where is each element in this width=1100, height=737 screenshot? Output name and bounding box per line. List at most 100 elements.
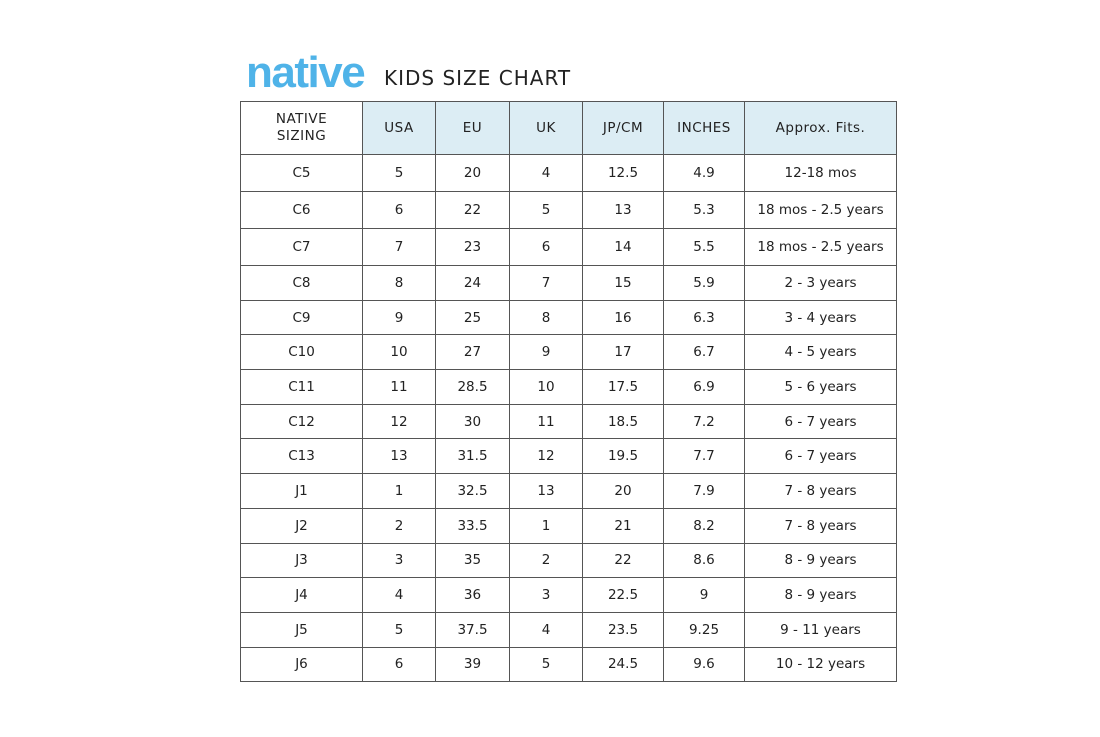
table-cell: 12 (509, 438, 583, 475)
table-cell: 9 (509, 334, 583, 371)
table-cell: 5 (509, 646, 583, 683)
size-chart-table: NATIVE SIZING USA EU UK JP/CM INCHES Approx. F… (240, 101, 897, 683)
table-cell: 7 (362, 228, 436, 266)
table-cell: C11 (240, 369, 363, 405)
column-header: EU (435, 101, 510, 155)
page-title: KIDS SIZE CHART (384, 66, 572, 90)
table-cell: 6 (362, 191, 436, 229)
table-cell: 23.5 (582, 611, 664, 648)
table-cell: 6 - 7 years (744, 403, 897, 440)
table-cell: J2 (240, 507, 363, 544)
table-cell: 19.5 (582, 438, 664, 475)
table-cell: 18 mos - 2.5 years (744, 228, 897, 266)
table-cell: 6.9 (663, 369, 745, 405)
table-row: C10 10 27 9 17 6.7 4 - 5 years (240, 334, 897, 371)
table-cell: 24.5 (582, 646, 664, 683)
table-cell: 22 (582, 542, 664, 579)
table-cell: J6 (240, 646, 363, 683)
table-cell: 22.5 (582, 577, 664, 613)
table-cell: C12 (240, 403, 363, 440)
table-cell: 12.5 (582, 154, 664, 192)
table-cell: 11 (362, 369, 436, 405)
table-cell: 11 (509, 403, 583, 440)
table-cell: 20 (435, 154, 510, 192)
table-cell: 37.5 (435, 611, 510, 648)
table-cell: 3 (509, 577, 583, 613)
table-cell: C9 (240, 299, 363, 336)
table-cell: 14 (582, 228, 664, 266)
column-header: Approx. Fits. (744, 101, 897, 155)
table-cell: 4 (509, 611, 583, 648)
table-cell: 24 (435, 265, 510, 301)
table-cell: 3 - 4 years (744, 299, 897, 336)
table-cell: 10 (362, 334, 436, 371)
native-logo: native (246, 48, 366, 97)
table-cell: 7 - 8 years (744, 473, 897, 509)
table-row: C7 7 23 6 14 5.5 18 mos - 2.5 years (240, 228, 897, 266)
table-cell: 2 - 3 years (744, 265, 897, 301)
table-row: J2 2 33.5 1 21 8.2 7 - 8 years (240, 507, 897, 544)
table-cell: 25 (435, 299, 510, 336)
table-cell: J1 (240, 473, 363, 509)
table-cell: 8.6 (663, 542, 745, 579)
table-cell: 33.5 (435, 507, 510, 544)
table-cell: C8 (240, 265, 363, 301)
table-cell: 22 (435, 191, 510, 229)
table-row: C9 9 25 8 16 6.3 3 - 4 years (240, 299, 897, 336)
table-cell: 1 (362, 473, 436, 509)
table-cell: 27 (435, 334, 510, 371)
table-cell: 5.9 (663, 265, 745, 301)
table-cell: 4.9 (663, 154, 745, 192)
table-cell: 28.5 (435, 369, 510, 405)
table-cell: C6 (240, 191, 363, 229)
table-row: J1 1 32.5 13 20 7.9 7 - 8 years (240, 473, 897, 509)
table-cell: 10 (509, 369, 583, 405)
table-cell: 8 - 9 years (744, 542, 897, 579)
table-row: J6 6 39 5 24.5 9.6 10 - 12 years (240, 646, 897, 683)
table-cell: 12 (362, 403, 436, 440)
table-cell: 4 (362, 577, 436, 613)
table-cell: 5 (362, 154, 436, 192)
column-header: UK (509, 101, 583, 155)
table-cell: 3 (362, 542, 436, 579)
table-cell: 10 - 12 years (744, 646, 897, 683)
table-cell: 7.7 (663, 438, 745, 475)
table-cell: 31.5 (435, 438, 510, 475)
table-cell: 15 (582, 265, 664, 301)
table-cell: 4 (509, 154, 583, 192)
column-header: USA (362, 101, 436, 155)
table-cell: 30 (435, 403, 510, 440)
table-row: J5 5 37.5 4 23.5 9.25 9 - 11 years (240, 611, 897, 648)
table-row: C11 11 28.5 10 17.5 6.9 5 - 6 years (240, 369, 897, 405)
table-cell: 6 (509, 228, 583, 266)
table-cell: J3 (240, 542, 363, 579)
table-cell: 39 (435, 646, 510, 683)
table-cell: 16 (582, 299, 664, 336)
table-cell: 12-18 mos (744, 154, 897, 192)
table-row: C5 5 20 4 12.5 4.9 12-18 mos (240, 154, 897, 192)
table-cell: 7 (509, 265, 583, 301)
table-row: C13 13 31.5 12 19.5 7.7 6 - 7 years (240, 438, 897, 475)
table-cell: C13 (240, 438, 363, 475)
table-cell: C7 (240, 228, 363, 266)
table-cell: 18.5 (582, 403, 664, 440)
table-row: C8 8 24 7 15 5.9 2 - 3 years (240, 265, 897, 301)
table-cell: 7.2 (663, 403, 745, 440)
table-cell: J4 (240, 577, 363, 613)
table-cell: J5 (240, 611, 363, 648)
table-cell: 5.5 (663, 228, 745, 266)
table-cell: 8 (362, 265, 436, 301)
column-header: NATIVE SIZING (240, 101, 363, 155)
table-cell: 18 mos - 2.5 years (744, 191, 897, 229)
table-cell: 32.5 (435, 473, 510, 509)
table-cell: 17.5 (582, 369, 664, 405)
table-cell: 23 (435, 228, 510, 266)
table-cell: 6.3 (663, 299, 745, 336)
table-cell: 13 (582, 191, 664, 229)
table-cell: 13 (509, 473, 583, 509)
table-cell: 9 (663, 577, 745, 613)
table-cell: 6 - 7 years (744, 438, 897, 475)
table-row: J3 3 35 2 22 8.6 8 - 9 years (240, 542, 897, 579)
table-cell: 20 (582, 473, 664, 509)
column-header: INCHES (663, 101, 745, 155)
